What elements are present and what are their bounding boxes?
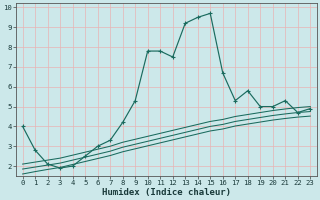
X-axis label: Humidex (Indice chaleur): Humidex (Indice chaleur) [102, 188, 231, 197]
